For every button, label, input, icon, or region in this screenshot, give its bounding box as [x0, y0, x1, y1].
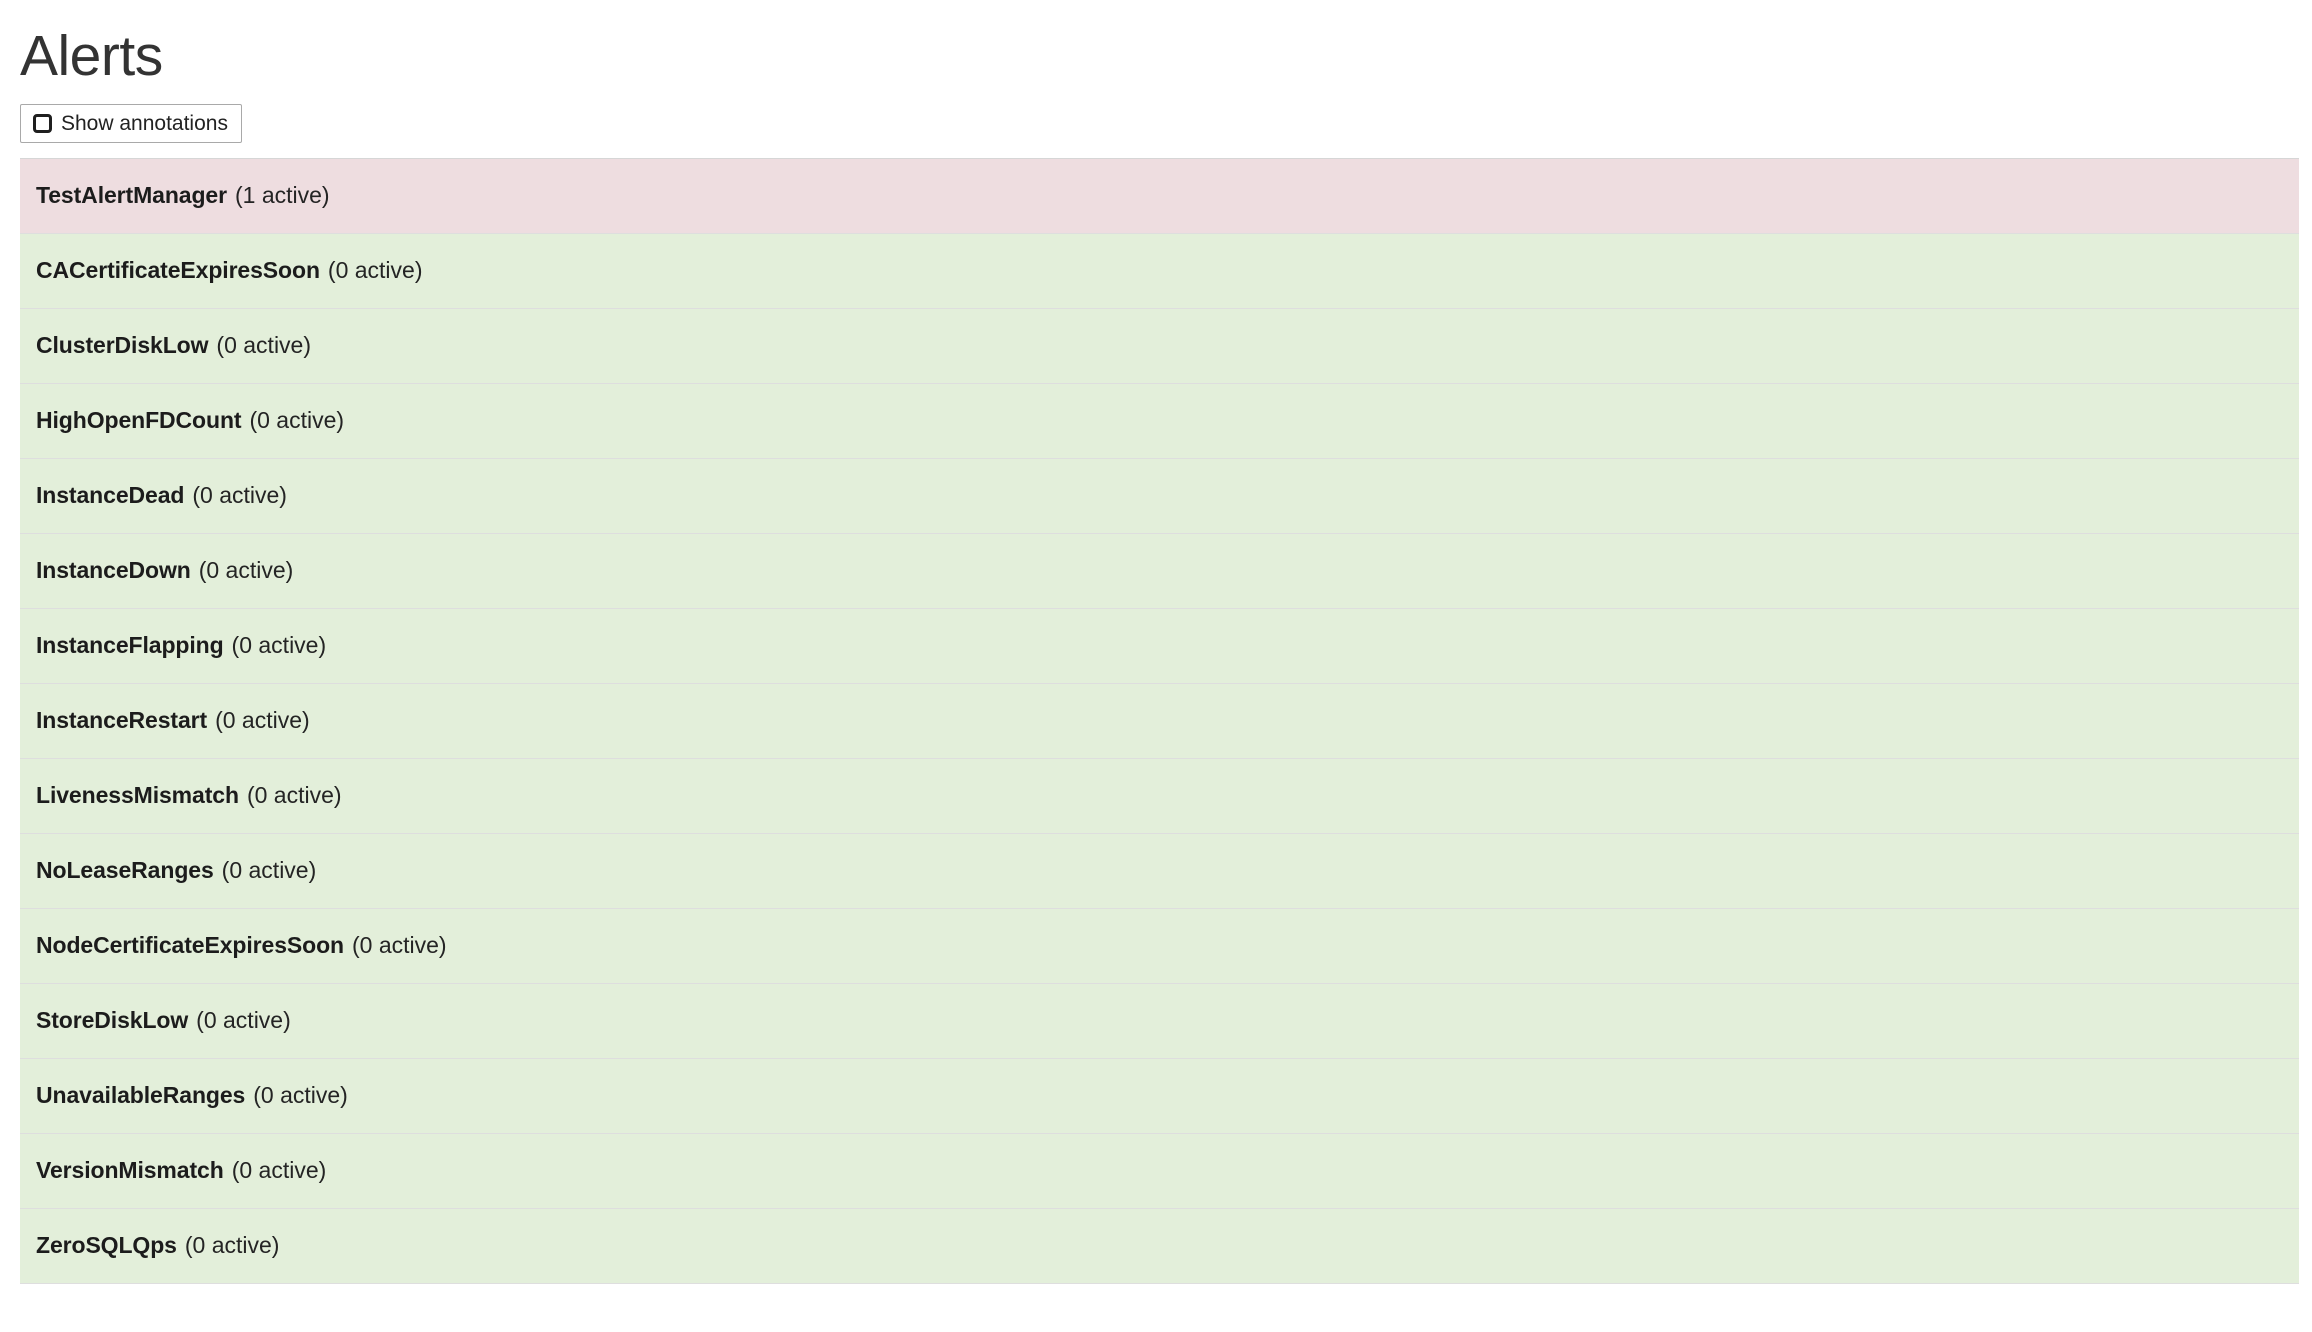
alert-row[interactable]: InstanceFlapping (0 active)	[20, 608, 2299, 684]
alert-row[interactable]: InstanceRestart (0 active)	[20, 683, 2299, 759]
alert-row[interactable]: LivenessMismatch (0 active)	[20, 758, 2299, 834]
alert-active-count: (0 active)	[221, 857, 317, 884]
alert-row[interactable]: InstanceDown (0 active)	[20, 533, 2299, 609]
alert-active-count: (0 active)	[198, 557, 294, 584]
alert-list: TestAlertManager (1 active) CACertificateE…	[20, 157, 2299, 1284]
alert-row[interactable]: NodeCertificateExpiresSoon (0 active)	[20, 908, 2299, 984]
alert-name: HighOpenFDCount	[36, 407, 242, 434]
alert-name: StoreDiskLow	[36, 1007, 189, 1034]
alert-active-count: (0 active)	[192, 482, 287, 509]
show-annotations-label: Show annotations	[61, 111, 228, 135]
alert-active-count: (0 active)	[249, 407, 345, 434]
alert-name: UnavailableRanges	[36, 1082, 246, 1109]
alert-name: LivenessMismatch	[36, 782, 239, 809]
alert-row[interactable]: UnavailableRanges (0 active)	[20, 1058, 2299, 1134]
show-annotations-button[interactable]: Show annotations	[20, 103, 242, 143]
alert-name: InstanceRestart	[36, 707, 208, 734]
alert-active-count: (0 active)	[327, 257, 423, 284]
alert-active-count: (0 active)	[231, 1157, 327, 1184]
alert-name: ZeroSQLQps	[36, 1232, 177, 1259]
alert-row[interactable]: TestAlertManager (1 active)	[20, 158, 2299, 234]
alert-name: NoLeaseRanges	[36, 857, 214, 884]
alert-active-count: (1 active)	[234, 182, 330, 209]
alert-active-count: (0 active)	[246, 782, 342, 809]
alert-name: InstanceDown	[36, 557, 191, 584]
alert-active-count: (0 active)	[351, 932, 447, 959]
alert-row[interactable]: CACertificateExpiresSoon (0 active)	[20, 233, 2299, 309]
alert-active-count: (0 active)	[216, 332, 312, 359]
alert-name: ClusterDiskLow	[36, 332, 209, 359]
alert-name: NodeCertificateExpiresSoon	[36, 932, 344, 959]
alert-active-count: (0 active)	[196, 1007, 291, 1034]
alert-name: VersionMismatch	[36, 1157, 224, 1184]
alert-name: TestAlertManager	[36, 182, 227, 209]
page-title: Alerts	[20, 24, 163, 88]
alert-row[interactable]: ClusterDiskLow (0 active)	[20, 308, 2299, 384]
alert-row[interactable]: NoLeaseRanges (0 active)	[20, 833, 2299, 909]
alert-active-count: (0 active)	[253, 1082, 348, 1109]
alert-active-count: (0 active)	[184, 1232, 280, 1259]
toolbar: Show annotations	[0, 88, 2312, 143]
alert-active-count: (0 active)	[215, 707, 310, 734]
alert-active-count: (0 active)	[231, 632, 327, 659]
alert-name: InstanceFlapping	[36, 632, 224, 659]
alert-row[interactable]: VersionMismatch (0 active)	[20, 1133, 2299, 1209]
alert-name: CACertificateExpiresSoon	[36, 257, 320, 284]
alert-name: InstanceDead	[36, 482, 185, 509]
alert-row[interactable]: ZeroSQLQps (0 active)	[20, 1208, 2299, 1284]
alert-row[interactable]: InstanceDead (0 active)	[20, 458, 2299, 534]
alert-row[interactable]: StoreDiskLow (0 active)	[20, 983, 2299, 1059]
alert-row[interactable]: HighOpenFDCount (0 active)	[20, 383, 2299, 459]
checkbox-unchecked-icon	[33, 113, 52, 133]
